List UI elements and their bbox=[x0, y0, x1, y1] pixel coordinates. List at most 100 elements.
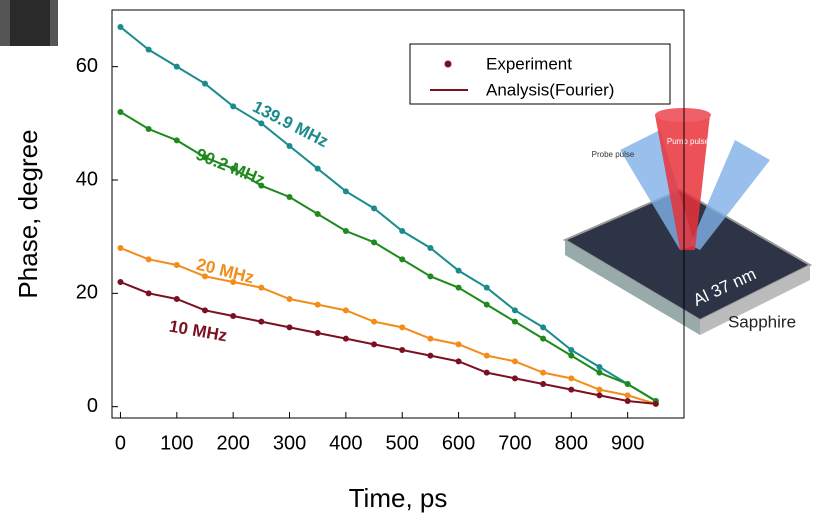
probe-label: Probe pulse bbox=[592, 150, 635, 159]
data-point bbox=[540, 324, 546, 330]
data-point bbox=[399, 228, 405, 234]
data-point bbox=[117, 245, 123, 251]
data-point bbox=[343, 228, 349, 234]
data-point bbox=[596, 392, 602, 398]
data-point bbox=[568, 353, 574, 359]
x-tick-label: 100 bbox=[160, 432, 193, 454]
data-point bbox=[287, 324, 293, 330]
photo-figure bbox=[10, 0, 50, 46]
data-point bbox=[512, 319, 518, 325]
data-point bbox=[315, 302, 321, 308]
data-point bbox=[427, 336, 433, 342]
y-axis-label: Phase, degree bbox=[13, 129, 43, 298]
data-point bbox=[146, 256, 152, 262]
data-point bbox=[484, 353, 490, 359]
x-tick-label: 200 bbox=[216, 432, 249, 454]
data-point bbox=[625, 381, 631, 387]
data-point bbox=[484, 285, 490, 291]
data-point bbox=[427, 353, 433, 359]
data-point bbox=[371, 205, 377, 211]
data-point bbox=[174, 137, 180, 143]
data-point bbox=[540, 336, 546, 342]
data-point bbox=[343, 336, 349, 342]
data-point bbox=[456, 358, 462, 364]
data-point bbox=[202, 81, 208, 87]
series-label: 20 MHz bbox=[195, 255, 256, 288]
data-point bbox=[202, 307, 208, 313]
x-tick-label: 500 bbox=[386, 432, 419, 454]
y-tick-label: 60 bbox=[76, 55, 98, 77]
data-point bbox=[399, 324, 405, 330]
data-point bbox=[258, 319, 264, 325]
data-point bbox=[230, 103, 236, 109]
data-point bbox=[625, 398, 631, 404]
data-point bbox=[117, 109, 123, 115]
data-point bbox=[427, 245, 433, 251]
data-point bbox=[371, 341, 377, 347]
data-point bbox=[596, 364, 602, 370]
data-point bbox=[371, 239, 377, 245]
data-point bbox=[596, 387, 602, 393]
data-point bbox=[596, 370, 602, 376]
data-point bbox=[540, 381, 546, 387]
data-point bbox=[315, 166, 321, 172]
x-tick-label: 0 bbox=[115, 432, 126, 454]
data-point bbox=[174, 64, 180, 70]
data-point bbox=[287, 143, 293, 149]
data-point bbox=[287, 296, 293, 302]
data-point bbox=[146, 47, 152, 53]
data-point bbox=[540, 370, 546, 376]
x-tick-label: 400 bbox=[329, 432, 362, 454]
data-point bbox=[343, 188, 349, 194]
series-line bbox=[120, 282, 655, 404]
data-point bbox=[371, 319, 377, 325]
data-point bbox=[456, 285, 462, 291]
data-point bbox=[258, 120, 264, 126]
x-axis-label: Time, ps bbox=[349, 483, 448, 513]
x-tick-label: 900 bbox=[611, 432, 644, 454]
data-point bbox=[484, 302, 490, 308]
legend-label: Experiment bbox=[486, 54, 572, 73]
legend-marker bbox=[445, 61, 452, 68]
data-point bbox=[568, 387, 574, 393]
data-point bbox=[456, 341, 462, 347]
substrate-label: Sapphire bbox=[728, 312, 796, 331]
y-tick-label: 40 bbox=[76, 168, 98, 190]
data-point bbox=[512, 375, 518, 381]
x-tick-label: 700 bbox=[498, 432, 531, 454]
legend-label: Analysis(Fourier) bbox=[486, 80, 614, 99]
data-point bbox=[512, 358, 518, 364]
data-point bbox=[315, 330, 321, 336]
pump-top bbox=[655, 108, 711, 122]
data-point bbox=[146, 126, 152, 132]
data-point bbox=[399, 256, 405, 262]
data-point bbox=[653, 401, 659, 407]
y-tick-label: 20 bbox=[76, 282, 98, 304]
data-point bbox=[427, 273, 433, 279]
data-point bbox=[174, 262, 180, 268]
series-label: 90.2 MHz bbox=[193, 145, 268, 190]
data-point bbox=[512, 307, 518, 313]
y-tick-label: 0 bbox=[87, 395, 98, 417]
x-tick-label: 300 bbox=[273, 432, 306, 454]
data-point bbox=[117, 279, 123, 285]
pump-label: Pump pulse bbox=[667, 137, 710, 146]
data-point bbox=[146, 290, 152, 296]
data-point bbox=[568, 375, 574, 381]
x-tick-label: 800 bbox=[555, 432, 588, 454]
x-tick-label: 600 bbox=[442, 432, 475, 454]
data-point bbox=[399, 347, 405, 353]
data-point bbox=[117, 24, 123, 30]
data-point bbox=[456, 268, 462, 274]
data-point bbox=[625, 392, 631, 398]
data-point bbox=[174, 296, 180, 302]
inset: Probe pulse Pump pulse Al 37 nm Sapphire bbox=[565, 108, 810, 335]
data-point bbox=[230, 313, 236, 319]
data-point bbox=[484, 370, 490, 376]
data-point bbox=[343, 307, 349, 313]
series-label: 10 MHz bbox=[168, 317, 229, 346]
chart: Time, ps Phase, degree Probe pulse Pump … bbox=[0, 0, 823, 517]
data-point bbox=[315, 211, 321, 217]
data-point bbox=[287, 194, 293, 200]
data-point bbox=[568, 347, 574, 353]
